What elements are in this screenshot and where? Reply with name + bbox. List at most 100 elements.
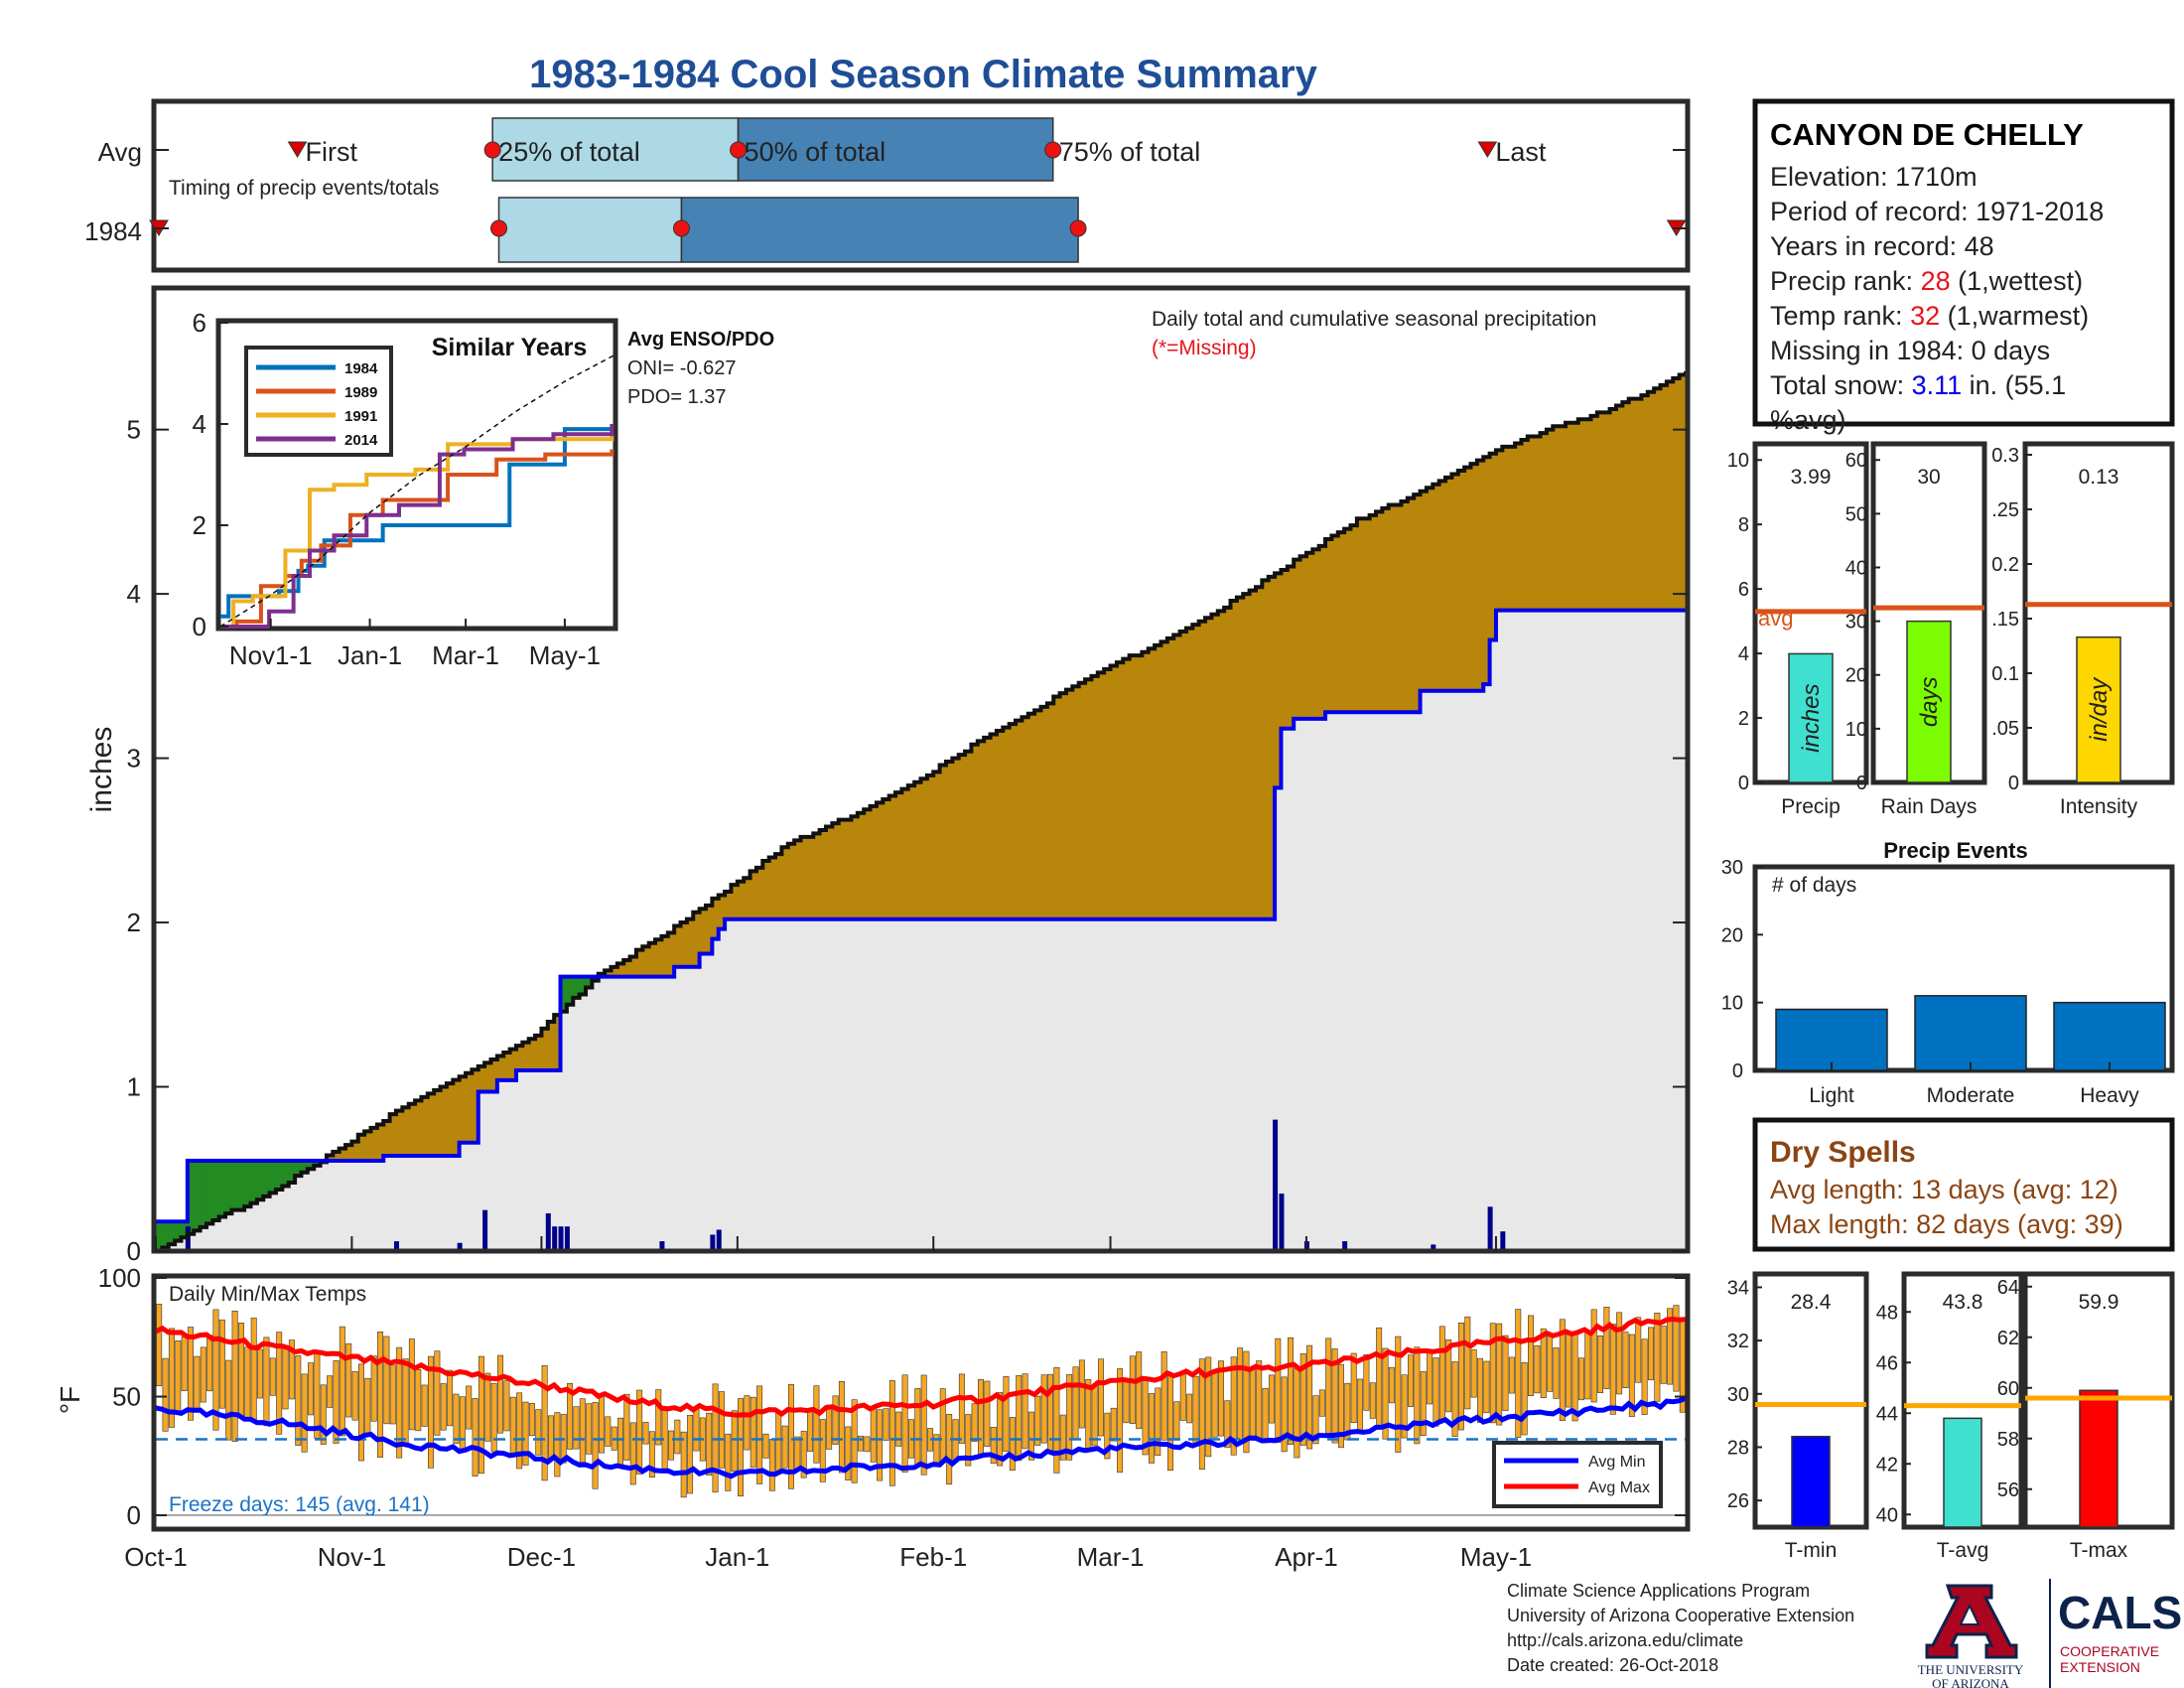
daily-precip-bar [564,1226,570,1251]
daily-temp-range-bar [225,1359,232,1441]
deficit-area-segment [1097,672,1105,919]
daily-temp-range-bar [1477,1357,1484,1423]
deficit-area-segment [768,857,776,919]
daily-temp-range-bar [162,1357,169,1432]
daily-temp-range-bar [288,1339,295,1400]
deficit-area-segment [446,1083,454,1157]
deficit-area-segment [339,1148,346,1161]
daily-temp-range-bar [1515,1309,1522,1438]
deficit-area-segment [971,744,979,919]
daily-temp-range-bar [984,1380,991,1448]
deficit-area-segment [1155,644,1162,919]
daily-temp-range-bar [946,1414,953,1485]
daily-temp-range-bar [1408,1354,1414,1407]
deficit-area-segment [1445,477,1452,691]
daily-temp-range-bar [762,1433,769,1459]
deficit-area-segment [864,809,872,919]
daily-temp-range-bar [1566,1334,1572,1408]
daily-temp-range-bar [1009,1417,1016,1471]
deficit-area-segment [1559,426,1567,611]
deficit-area-segment [522,1042,530,1070]
daily-precip-bar [659,1241,665,1251]
daily-temp-range-bar [750,1396,756,1469]
daily-temp-range-bar [877,1409,884,1481]
daily-temp-range-bar [1034,1395,1041,1446]
deficit-area-segment [1211,614,1219,919]
summary-tick-label: 0.3 [1991,445,2019,467]
summary-tick-label: .05 [1991,718,2019,740]
daily-temp-range-bar [200,1346,206,1403]
daily-temp-range-bar [832,1395,839,1445]
daily-temp-range-bar [212,1309,219,1431]
daily-temp-range-bar [396,1346,403,1459]
deficit-area-segment [718,895,726,929]
summary-tick-label: 30 [1845,612,1867,633]
precip-events-ytick-label: 30 [1721,857,1743,879]
daily-temp-range-bar [1249,1369,1256,1441]
daily-temp-range-bar [333,1360,340,1444]
daily-temp-range-bar [497,1354,504,1434]
inset-xtick-label: Mar-1 [432,640,499,670]
timing-1984-p25-marker [490,219,508,237]
snow-label: Total snow: [1770,370,1912,400]
deficit-area-segment [1053,696,1061,919]
daily-temp-range-bar [1363,1354,1370,1411]
daily-temp-range-bar [914,1388,921,1466]
deficit-area-segment [1470,464,1478,691]
temp-rank-note: (1,warmest) [1940,301,2089,331]
temps-chart-title: Daily Min/Max Temps [169,1283,366,1306]
deficit-area-segment [699,909,707,954]
surplus-area-segment [295,1160,303,1177]
daily-temp-range-bar [883,1408,889,1441]
daily-temp-range-bar [1616,1312,1623,1395]
daily-temp-range-bar [706,1412,713,1476]
precip-events-bar-moderate [1914,995,2027,1071]
deficit-area-segment [1521,439,1529,611]
temps-ytick-label: 0 [127,1500,141,1530]
daily-temp-range-bar [1489,1323,1496,1424]
surplus-area-segment [314,1160,322,1166]
daily-temp-range-bar [1641,1338,1648,1415]
deficit-area-segment [1375,511,1383,713]
deficit-area-segment [737,881,745,919]
daily-temp-range-bar [1451,1361,1458,1437]
timing-1984-p75-marker [1069,219,1087,237]
temp-tick-label: 30 [1727,1384,1749,1406]
dry-spells-frame [1752,1117,2175,1252]
deficit-area-segment [1085,679,1093,919]
daily-temp-range-bar [156,1304,163,1387]
daily-temp-range-bar [838,1381,845,1474]
deficit-area-segment [667,932,675,977]
daily-temp-range-bar [1003,1376,1010,1453]
daily-temp-range-bar [870,1407,877,1463]
daily-temp-range-bar [1609,1324,1616,1415]
deficit-area-segment [794,840,802,919]
temp-value-label: 28.4 [1791,1291,1832,1314]
daily-temp-range-bar [257,1348,264,1399]
temp-tick-label: 46 [1876,1352,1898,1374]
daily-temp-range-bar [447,1369,454,1427]
daily-temp-range-bar [971,1403,978,1443]
daily-temp-range-bar [1464,1316,1471,1410]
daily-temp-range-bar [1179,1373,1186,1421]
daily-temp-range-bar [1217,1360,1224,1437]
daily-temp-range-bar [308,1362,314,1416]
inset-ytick-label: 0 [193,612,206,641]
deficit-area-segment [806,836,814,919]
daily-temp-range-bar [1547,1336,1554,1392]
deficit-area-segment [1173,634,1181,919]
daily-temp-range-bar [756,1385,763,1484]
daily-temp-range-bar [592,1402,599,1489]
deficit-area-segment [725,892,733,919]
deficit-area-segment [1046,703,1054,919]
daily-temp-range-bar [674,1419,681,1455]
deficit-area-segment [1679,374,1687,611]
surplus-area-segment [263,1160,271,1196]
deficit-area-segment [1312,549,1320,719]
deficit-area-segment [515,1046,523,1070]
temp-tick-label: 28 [1727,1437,1749,1459]
timing-avg-last-marker [1477,141,1498,158]
deficit-area-segment [1571,422,1579,611]
daily-temp-range-bar [1066,1374,1073,1461]
deficit-area-segment [1420,491,1428,691]
